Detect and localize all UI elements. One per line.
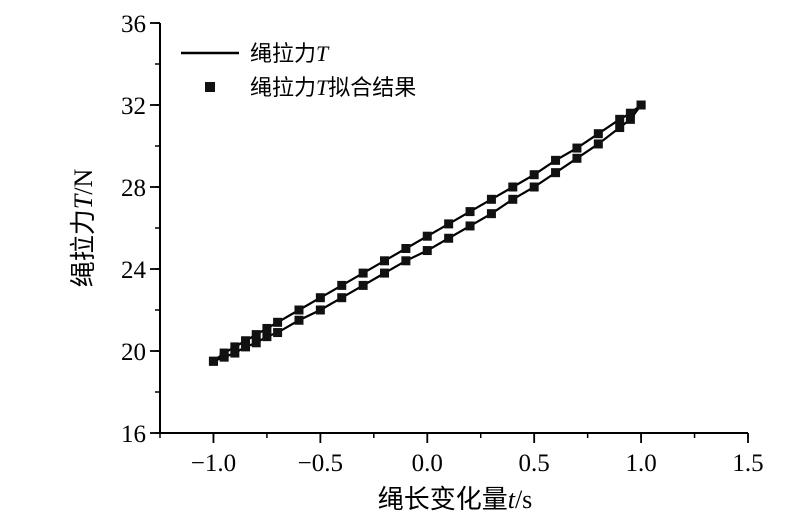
fit-point-lower (593, 139, 603, 149)
fit-point-upper (615, 114, 625, 124)
fit-point-upper (273, 317, 283, 327)
y-tick-label: 20 (121, 339, 146, 366)
chart-series (208, 100, 646, 366)
y-tick-label: 32 (121, 93, 146, 120)
fit-point-upper (315, 293, 325, 303)
fit-point-lower (219, 352, 229, 362)
fit-point-upper (262, 323, 272, 333)
fit-point-lower (273, 328, 283, 338)
fit-point-lower (444, 233, 454, 243)
y-tick-label: 16 (121, 421, 146, 448)
legend-item-line: 绳拉力T (250, 41, 330, 67)
fit-point-upper (593, 129, 603, 139)
y-axis-title: 绳拉力T/N (69, 169, 99, 288)
legend-square-swatch (205, 82, 215, 92)
fit-point-lower (422, 246, 432, 256)
fit-point-upper (508, 182, 518, 192)
fit-point-lower (262, 332, 272, 342)
fit-point-upper (380, 256, 390, 266)
legend: 绳拉力T 绳拉力T拟合结果 (181, 41, 416, 101)
fit-point-upper (294, 305, 304, 315)
fit-point-lower (615, 123, 625, 133)
fit-point-upper (572, 143, 582, 153)
fit-point-upper (358, 268, 368, 278)
fit-point-lower (251, 338, 261, 348)
fit-point-lower (401, 256, 411, 266)
fit-point-lower (380, 268, 390, 278)
fit-point-upper (251, 330, 261, 340)
fit-point-lower (337, 293, 347, 303)
fit-point-upper (337, 280, 347, 290)
fit-point-lower (572, 153, 582, 163)
fit-point-lower (315, 305, 325, 315)
fit-point-upper (230, 342, 240, 352)
x-tick-label: −1.0 (191, 450, 236, 477)
fit-point-lower (465, 221, 475, 231)
x-tick-label: 1.5 (732, 450, 763, 477)
fit-point-lower (551, 168, 561, 178)
x-tick-label: 0.0 (412, 450, 443, 477)
fit-point-lower (636, 100, 646, 110)
y-tick-label: 36 (121, 11, 146, 38)
fit-point-lower (208, 356, 218, 366)
fit-point-lower (358, 280, 368, 290)
x-tick-label: 1.0 (625, 450, 656, 477)
fit-point-lower (241, 342, 251, 352)
fit-point-upper (401, 244, 411, 253)
x-axis-title: 绳长变化量t/s (378, 485, 533, 515)
y-tick-label: 28 (121, 175, 146, 202)
x-tick-label: 0.5 (519, 450, 550, 477)
y-tick-label: 24 (121, 257, 147, 284)
fit-point-lower (486, 209, 496, 219)
fit-point-lower (625, 114, 635, 124)
fit-point-upper (241, 336, 251, 346)
fit-point-upper (625, 108, 635, 118)
fit-point-upper (422, 231, 432, 241)
fit-point-lower (294, 315, 304, 325)
fit-point-upper (465, 207, 475, 217)
fit-point-upper (486, 194, 496, 204)
fit-point-lower (508, 194, 518, 204)
x-tick-label: −0.5 (298, 450, 343, 477)
fit-point-upper (444, 219, 454, 229)
fit-point-upper (551, 155, 561, 165)
fit-point-upper (529, 170, 539, 180)
legend-item-square: 绳拉力T拟合结果 (250, 75, 416, 101)
fit-point-lower (529, 182, 539, 192)
fit-point-lower (230, 348, 240, 358)
chart-axes: −1.0 −0.5 0.0 0.5 1.0 1.5 16 20 24 28 32 36 (121, 11, 764, 477)
